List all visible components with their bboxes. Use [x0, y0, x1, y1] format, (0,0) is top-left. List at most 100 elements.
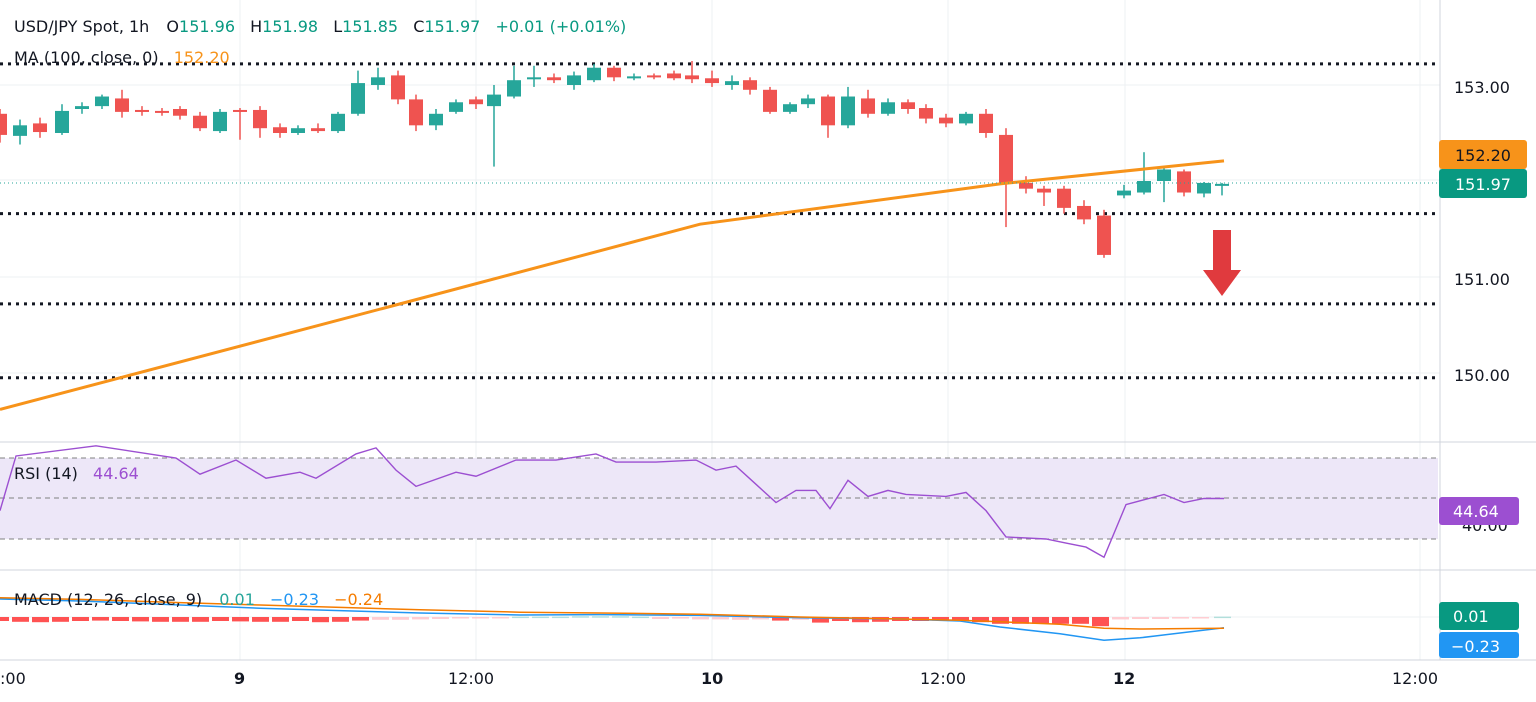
macd-hist-bar-5 [92, 617, 109, 621]
candle-body-49 [959, 113, 973, 124]
grid [0, 0, 1440, 660]
candle-body-22 [429, 113, 443, 126]
macd-hist-bar-17 [332, 617, 349, 622]
price-badge-text: 151.97 [1455, 175, 1511, 194]
macd-line-badge [1439, 632, 1519, 658]
ma-label: MA (100, close, 0) [14, 48, 159, 67]
candle-body-19 [371, 77, 385, 85]
candle-body-36 [705, 78, 719, 84]
rsi-badge-text: 44.64 [1453, 502, 1499, 521]
macd-hist-bar-19 [372, 617, 389, 620]
candle-body-35 [685, 75, 699, 80]
price-tick-150: 150.00 [1454, 366, 1510, 385]
macd-hist-bar-35 [692, 617, 709, 620]
legend-high-value: 151.98 [262, 17, 318, 36]
price-tick-153: 153.00 [1454, 78, 1510, 97]
macd-hist-bar-13 [252, 617, 269, 622]
candle-body-57 [1117, 190, 1131, 196]
macd-hist-badge-text: 0.01 [1453, 607, 1489, 626]
candle-body-9 [173, 109, 187, 116]
candle-body-18 [351, 83, 365, 114]
macd-hist-bar-4 [72, 617, 89, 621]
macd-hist-bar-55 [1092, 617, 1109, 627]
candle-body-15 [291, 128, 305, 133]
macd-hist-value: 0.01 [219, 590, 255, 609]
candle-body-45 [881, 102, 895, 114]
macd-hist-bar-25 [492, 617, 509, 619]
macd-hist-bar-8 [152, 617, 169, 622]
macd-hist-bar-57 [1132, 617, 1149, 619]
candle-body-17 [331, 113, 345, 132]
macd-hist-bar-61 [1214, 616, 1231, 619]
candle-body-48 [939, 117, 953, 124]
macd-hist-bar-24 [472, 617, 489, 619]
candle-body-43 [841, 96, 855, 126]
candle-body-59 [1157, 169, 1171, 181]
candle-body-47 [919, 108, 933, 119]
macd-hist-bar-14 [272, 617, 289, 622]
legend-close-label: C [413, 17, 424, 36]
candle-body-13 [253, 109, 267, 129]
macd-hist-bar-10 [192, 617, 209, 622]
candle-body-8 [155, 110, 169, 113]
candle-body-28 [547, 77, 561, 81]
time-label-day-12: 12 [1113, 669, 1135, 688]
macd-hist-bar-49 [972, 617, 989, 623]
candle-body-42 [821, 96, 835, 126]
candle-body-25 [487, 94, 501, 107]
candle-body-55 [1077, 205, 1091, 220]
candle-body-1 [13, 125, 27, 136]
candle-body-37 [725, 81, 739, 85]
rsi-value: 44.64 [93, 464, 139, 483]
candle-body-16 [311, 128, 325, 132]
macd-hist-bar-18 [352, 617, 369, 621]
ma-badge-text: 152.20 [1455, 146, 1511, 165]
rsi-label: RSI (14) [14, 464, 78, 483]
candle-body-33 [647, 75, 661, 78]
macd-hist-bar-20 [392, 617, 409, 620]
ma-value: 152.20 [174, 48, 230, 67]
macd-line-value: −0.23 [270, 590, 319, 609]
legend-low-label: L [333, 17, 342, 36]
legend-open-value: 151.96 [179, 17, 235, 36]
legend-macd[interactable]: MACD (12, 26, close, 9) 0.01 −0.23 −0.24 [14, 590, 383, 609]
candle-body-12 [233, 109, 247, 112]
legend-rsi[interactable]: RSI (14) 44.64 [14, 464, 139, 483]
rsi-badge [1439, 497, 1519, 525]
candle-body-46 [901, 102, 915, 109]
time-axis[interactable]: :00 9 12:00 10 12:00 12 12:00 [0, 669, 1438, 688]
candle-body-54 [1057, 188, 1071, 208]
legend-ma[interactable]: MA (100, close, 0) 152.20 [14, 48, 230, 67]
candle-body-56 [1097, 215, 1111, 255]
macd-hist-bar-3 [52, 617, 69, 622]
candle-body-41 [801, 98, 815, 105]
macd-hist-bar-37 [732, 617, 749, 620]
legend-close-value: 151.97 [424, 17, 480, 36]
time-label-noon-12: 12:00 [1392, 669, 1438, 688]
candle-body-23 [449, 102, 463, 112]
macd-hist-bar-9 [172, 617, 189, 622]
macd-hist-bar-60 [1192, 617, 1209, 619]
macd-hist-bar-30 [592, 616, 609, 618]
time-label-day-9: 9 [234, 669, 245, 688]
macd-hist-bar-51 [1012, 617, 1029, 624]
down-arrow-icon [1203, 230, 1241, 296]
candle-body-31 [607, 67, 621, 78]
macd-hist-bar-54 [1072, 617, 1089, 624]
candle-body-32 [627, 76, 641, 79]
ma-badge [1439, 140, 1527, 169]
macd-hist-bar-11 [212, 617, 229, 621]
candle-body-53 [1037, 188, 1051, 193]
price-badge [1439, 169, 1527, 198]
macd-hist-bar-58 [1152, 617, 1169, 619]
macd-hist-bar-2 [32, 617, 49, 623]
time-label-day-10: 10 [701, 669, 723, 688]
candle-body-27 [527, 77, 541, 80]
macd-hist-bar-59 [1172, 617, 1189, 619]
candle-body-39 [763, 89, 777, 112]
macd-hist-bar-38 [752, 617, 769, 620]
macd-hist-bar-7 [132, 617, 149, 622]
macd-histogram [0, 616, 1231, 627]
candle-body-6 [115, 98, 129, 112]
candle-body-51 [999, 134, 1013, 184]
